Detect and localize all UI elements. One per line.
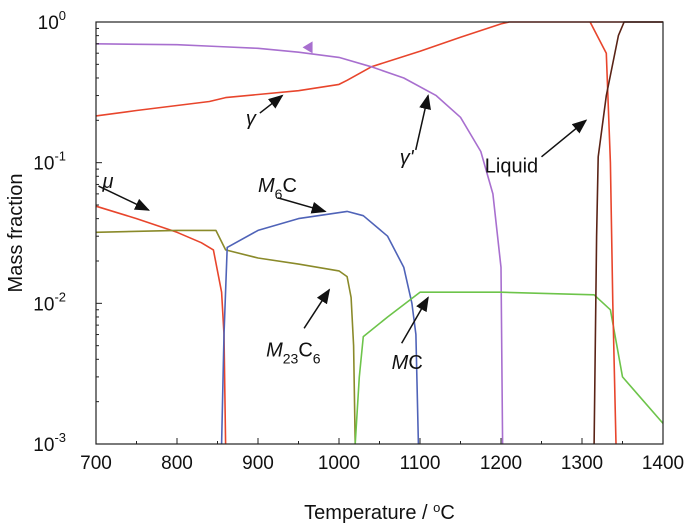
y-tick-label-2: 10-1 xyxy=(33,149,66,175)
series-layer xyxy=(95,21,664,445)
x-tick-label-1400: 1400 xyxy=(642,453,684,474)
annotation-arrow-mu xyxy=(98,185,151,211)
series-line-5 xyxy=(354,291,664,445)
x-tick-label-1300: 1300 xyxy=(561,453,603,474)
x-tick-label-1200: 1200 xyxy=(480,453,522,474)
y-tick-label-3: 100 xyxy=(38,8,66,34)
annotation-label-m6c: M6C xyxy=(258,175,297,202)
x-axis-label: Temperature / oC xyxy=(304,500,455,525)
annotation-arrow-gamma xyxy=(259,94,284,114)
annotation-arrow-gamma_prime xyxy=(415,94,431,151)
annotation-label-gamma: γ xyxy=(246,108,257,130)
annotation-arrow-mc xyxy=(401,296,429,344)
annotation-label-gamma_prime: γ' xyxy=(400,147,415,169)
annotation-label-liquid: Liquid xyxy=(485,156,538,178)
series-line-6 xyxy=(589,21,617,445)
y-tick-label-0: 10-3 xyxy=(33,430,66,456)
annotation-layer: γ γ' μ M6C M23C6 MC Liquid xyxy=(98,94,588,374)
plot-frame xyxy=(95,21,664,445)
x-tick-label-700: 700 xyxy=(80,453,112,474)
annotation-label-m23c6: M23C6 xyxy=(266,339,321,366)
ticks-layer: 700 800 900 1000 1100 1200 1300 1400 10-3 10-2 10-… xyxy=(33,8,684,474)
series-line-2 xyxy=(95,205,227,445)
annotation-label-mu: μ xyxy=(101,171,113,193)
y-tick-label-1: 10-2 xyxy=(33,289,66,315)
x-tick-label-1000: 1000 xyxy=(318,453,360,474)
x-tick-label-1100: 1100 xyxy=(400,453,441,474)
annotation-arrow-m6c xyxy=(277,197,327,214)
x-tick-label-800: 800 xyxy=(161,453,193,474)
series-line-0 xyxy=(95,21,663,117)
y-axis-label: Mass fraction xyxy=(5,174,27,293)
series-line-7 xyxy=(593,21,663,445)
gamma-prime-direction-marker xyxy=(302,41,313,54)
annotation-arrow-m23c6 xyxy=(303,288,331,329)
annotation-arrow-liquid xyxy=(541,119,588,158)
series-line-1 xyxy=(95,43,504,445)
series-line-3 xyxy=(95,229,356,445)
annotation-label-mc: MC xyxy=(392,352,423,374)
series-line-4 xyxy=(220,210,420,445)
x-tick-label-900: 900 xyxy=(242,453,274,474)
